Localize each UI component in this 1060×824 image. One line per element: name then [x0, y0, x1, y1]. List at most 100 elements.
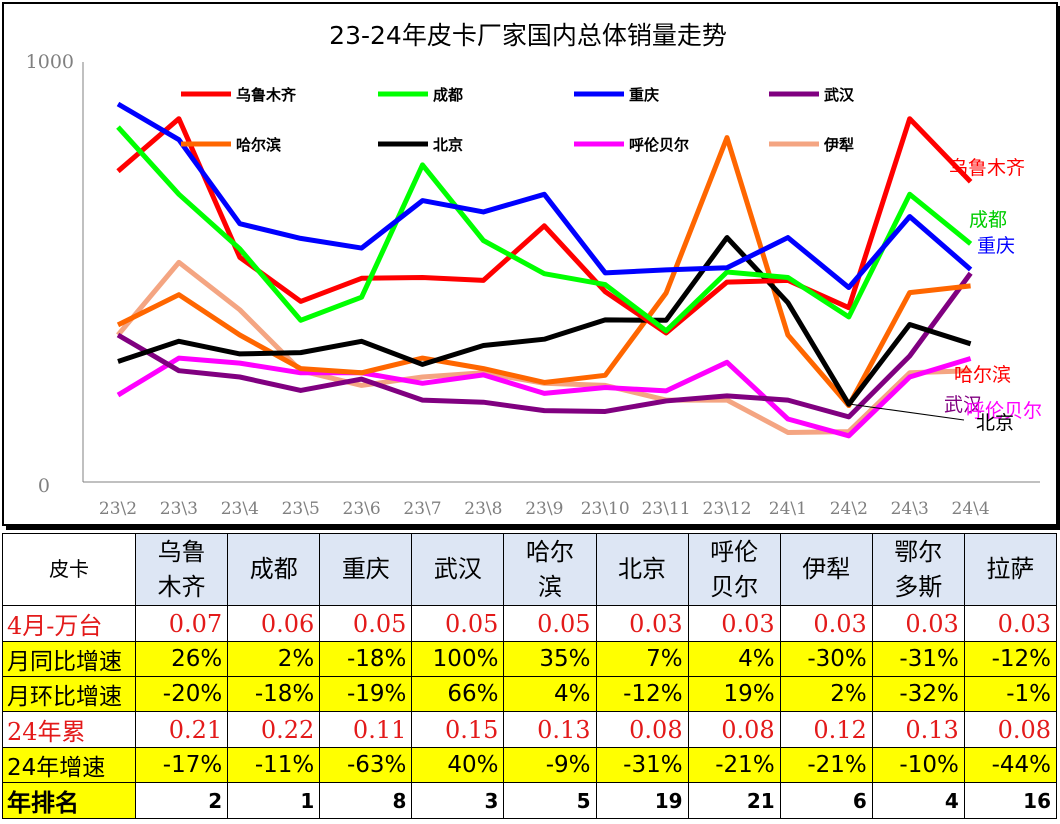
- row-label: 24年增速: [1, 747, 137, 783]
- table-cell: 1: [227, 782, 321, 819]
- table-cell: -12%: [595, 676, 689, 712]
- table-cell: 100%: [411, 641, 505, 677]
- table-cell: -18%: [319, 641, 413, 677]
- table-cell: 66%: [411, 676, 505, 712]
- table-cell: -12%: [963, 641, 1058, 677]
- table-cell: 0.08: [595, 711, 689, 748]
- table-cell: 2: [135, 782, 229, 819]
- y-tick-label: 1000: [26, 51, 74, 73]
- x-tick-label: 24\3: [891, 499, 929, 519]
- column-header: 重庆: [319, 533, 413, 606]
- column-header: 哈尔滨: [503, 533, 597, 606]
- table-row: 月环比增速 -20% -18% -19% 66% 4% -12% 19% 2% -32% -1%: [1, 676, 1058, 712]
- table-cell: 0.11: [319, 711, 413, 748]
- chart-title: 23-24年皮卡厂家国内总体销量走势: [329, 21, 727, 50]
- table-corner-label: 皮卡: [1, 533, 137, 606]
- table-row: 24年增速 -17% -11% -63% 40% -9% -31% -21% -21% -10% -…: [1, 747, 1058, 783]
- table-cell: 0.22: [227, 711, 321, 748]
- table-cell: -17%: [135, 747, 229, 783]
- table-cell: -31%: [595, 747, 689, 783]
- x-tick-label: 24\4: [952, 499, 990, 519]
- table-cell: 0.03: [687, 605, 781, 642]
- legend-label: 乌鲁木齐: [236, 86, 297, 104]
- x-tick-labels: 23\2 23\3 23\4 23\5 23\6 23\7 23\8 23\9 23\10 23\…: [99, 499, 990, 519]
- row-label: 年排名: [1, 782, 137, 819]
- table-cell: 16: [963, 782, 1058, 819]
- table-cell: 0.13: [503, 711, 597, 748]
- data-table: 皮卡 乌鲁 木齐 成都 重庆 武汉 哈尔滨北京 呼伦 贝尔 伊犁 鄂尔 多斯 拉萨 4月-万台 0.07 0.…: [1, 533, 1058, 819]
- x-tick-label: 23\7: [403, 499, 441, 519]
- line-chart: 23-24年皮卡厂家国内总体销量走势 1000 0 23\2 23\3 23\4 23…: [26, 21, 1042, 519]
- end-label-wulumuqi: 乌鲁木齐: [949, 157, 1025, 179]
- table-cell: -9%: [503, 747, 597, 783]
- x-tick-label: 23\3: [160, 499, 198, 519]
- column-header: 武汉: [411, 533, 505, 606]
- x-tick-label: 23\6: [343, 499, 381, 519]
- table-cell: 0.06: [227, 605, 321, 642]
- table-cell: -44%: [963, 747, 1058, 783]
- row-label: 4月-万台: [1, 605, 137, 642]
- table-cell: -1%: [963, 676, 1058, 712]
- y-tick-label: 0: [38, 475, 50, 497]
- row-label: 月同比增速: [1, 641, 137, 677]
- table-cell: 7%: [595, 641, 689, 677]
- beijing-leader-line: [848, 403, 965, 421]
- x-tick-label: 23\11: [642, 499, 691, 519]
- chart-frame: 23-24年皮卡厂家国内总体销量走势 1000 0 23\2 23\3 23\4 23…: [2, 2, 1058, 526]
- table-cell: -18%: [227, 676, 321, 712]
- table-cell: 0.05: [319, 605, 413, 642]
- table-cell: 0.13: [871, 711, 965, 748]
- column-header: 呼伦 贝尔: [687, 533, 781, 606]
- table-cell: 4: [871, 782, 965, 819]
- table-cell: 0.03: [963, 605, 1058, 642]
- table-cell: 2%: [227, 641, 321, 677]
- table-cell: 19: [595, 782, 689, 819]
- table-cell: 5: [503, 782, 597, 819]
- table-row: 月同比增速 26% 2% -18% 100% 35% 7% 4% -30% -31% -12%: [1, 641, 1058, 677]
- table-cell: 0.03: [871, 605, 965, 642]
- legend-label: 哈尔滨: [236, 136, 281, 154]
- table-cell: 35%: [503, 641, 597, 677]
- column-header: 伊犁: [779, 533, 873, 606]
- table-cell: 4%: [503, 676, 597, 712]
- table-cell: 19%: [687, 676, 781, 712]
- table-header-row: 皮卡 乌鲁 木齐 成都 重庆 武汉 哈尔滨北京 呼伦 贝尔 伊犁 鄂尔 多斯 拉萨: [1, 533, 1058, 606]
- table-cell: 40%: [411, 747, 505, 783]
- table-cell: 6: [779, 782, 873, 819]
- table-cell: -19%: [319, 676, 413, 712]
- end-label-beijing: 北京: [976, 412, 1014, 434]
- table-cell: 26%: [135, 641, 229, 677]
- table-cell: -10%: [871, 747, 965, 783]
- x-tick-label: 23\12: [703, 499, 752, 519]
- legend-label: 伊犁: [823, 136, 854, 154]
- table-cell: -30%: [779, 641, 873, 677]
- table-cell: 0.03: [779, 605, 873, 642]
- column-header: 乌鲁 木齐: [135, 533, 229, 606]
- table-cell: -31%: [871, 641, 965, 677]
- end-label-hulunbeier: 呼伦贝尔: [966, 400, 1042, 422]
- table-cell: 0.08: [687, 711, 781, 748]
- table-cell: -20%: [135, 676, 229, 712]
- table-cell: -21%: [687, 747, 781, 783]
- legend-label: 成都: [433, 86, 463, 104]
- legend-label: 重庆: [629, 86, 659, 104]
- x-tick-label: 23\4: [221, 499, 259, 519]
- series-line-7: [116, 259, 971, 435]
- x-tick-label: 23\10: [581, 499, 630, 519]
- series-line-6: [116, 355, 972, 439]
- table-cell: -32%: [871, 676, 965, 712]
- legend-label: 北京: [433, 136, 463, 154]
- table-row: 24年累 0.21 0.22 0.11 0.15 0.13 0.08 0.08 0.12 0.13…: [1, 711, 1058, 748]
- table-cell: 3: [411, 782, 505, 819]
- row-label: 月环比增速: [1, 676, 137, 712]
- table-cell: 0.05: [503, 605, 597, 642]
- x-tick-label: 23\8: [464, 499, 502, 519]
- table-cell: 0.15: [411, 711, 505, 748]
- legend-label: 武汉: [824, 86, 855, 104]
- x-tick-label: 24\1: [769, 499, 807, 519]
- series-line-3: [116, 271, 973, 420]
- x-tick-label: 23\2: [99, 499, 137, 519]
- series-line-4: [116, 135, 971, 409]
- column-header: 拉萨: [963, 533, 1058, 606]
